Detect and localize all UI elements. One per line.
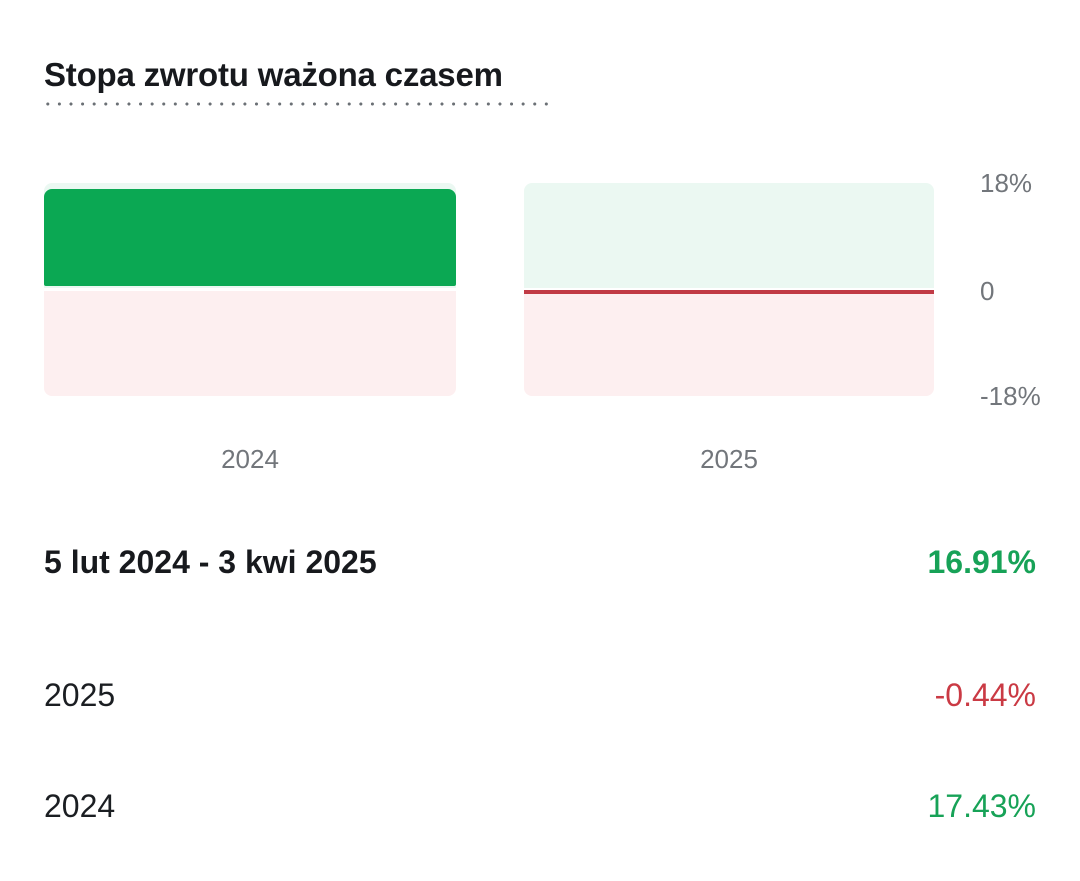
y-axis-tick-minus18: -18%	[980, 381, 1041, 411]
summary-row-total: 5 lut 2024 - 3 kwi 2025 16.91%	[44, 543, 1036, 581]
period-label: 5 lut 2024 - 3 kwi 2025	[44, 544, 377, 580]
y-axis-tick-0: 0	[980, 276, 995, 306]
summary-row-2024: 2024 17.43%	[44, 787, 1036, 825]
x-axis-label-2025: 2025	[700, 444, 758, 474]
negative-region-bg-2024	[44, 291, 456, 396]
negative-region-bg-2025	[524, 294, 934, 396]
year-2024-label: 2024	[44, 788, 116, 824]
bar-column-2024[interactable]	[44, 183, 456, 396]
summary-row-2025: 2025 -0.44%	[44, 676, 1036, 714]
year-2025-return-value: -0.44%	[934, 677, 1036, 713]
twr-bar-chart: 18% 0 -18% 2024 2025	[0, 168, 1080, 474]
page-title: Stopa zwrotu ważona czasem	[44, 56, 503, 93]
year-2024-return-value: 17.43%	[927, 788, 1036, 824]
positive-region-bg-2025	[524, 183, 934, 288]
y-axis-tick-18: 18%	[980, 168, 1033, 198]
title-dotted-underline	[42, 101, 548, 107]
bar-2024-fill	[44, 189, 456, 286]
period-return-value: 16.91%	[927, 544, 1036, 580]
bar-2025-fill	[524, 290, 934, 294]
year-2025-label: 2025	[44, 677, 116, 713]
bar-column-2025[interactable]	[524, 183, 934, 396]
x-axis-label-2024: 2024	[221, 444, 279, 474]
